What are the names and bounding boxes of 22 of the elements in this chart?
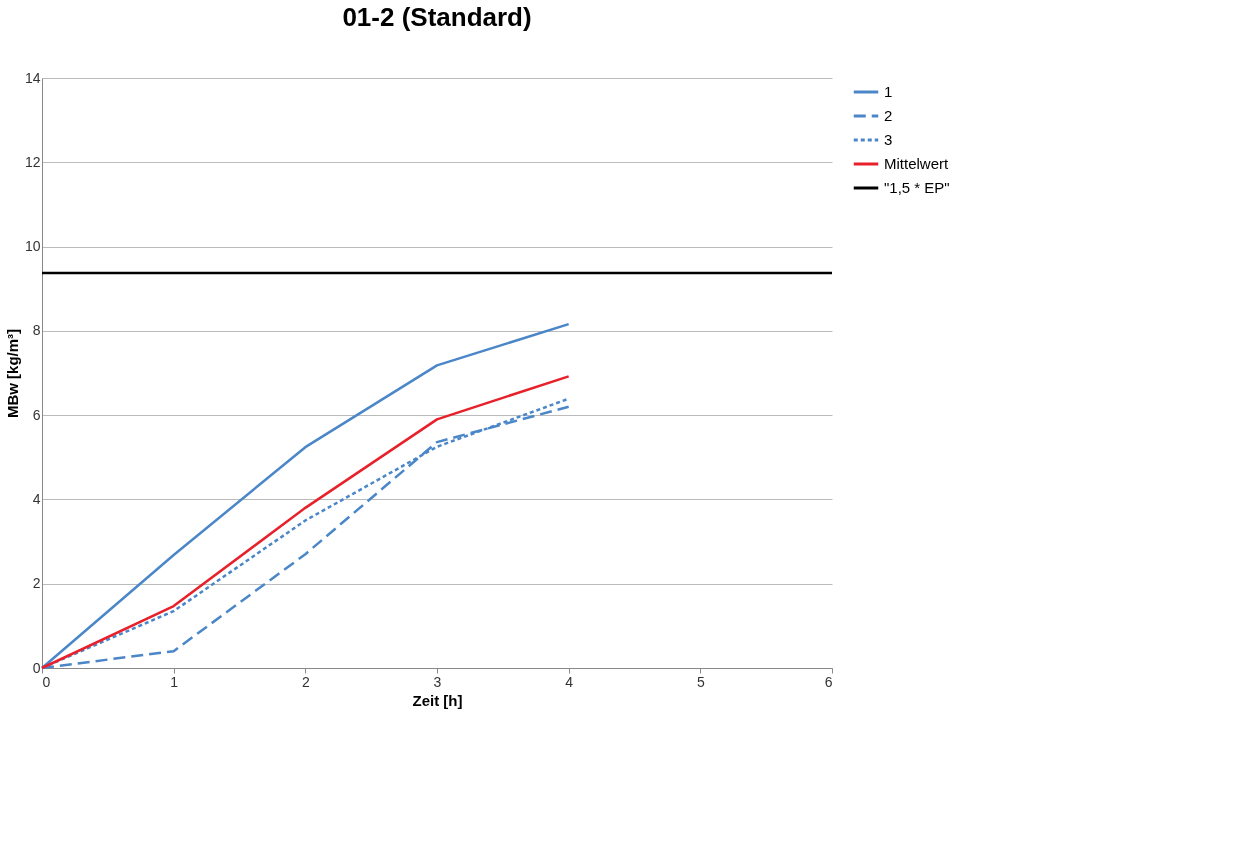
- y-tick-label: 14: [24, 69, 41, 86]
- y-tick-label: 0: [32, 659, 41, 676]
- y-tick-label: 12: [24, 153, 41, 170]
- legend-label: 3: [884, 131, 893, 148]
- x-tick-label: 1: [170, 673, 179, 690]
- x-axis-title: Zeit [h]: [412, 691, 463, 709]
- legend-label: Mittelwert: [884, 155, 950, 172]
- y-tick-label: 2: [32, 575, 41, 592]
- chart-title: 01-2 (Standard): [342, 2, 532, 32]
- y-tick-label: 6: [32, 406, 41, 423]
- x-tick-label: 4: [565, 673, 574, 690]
- legend-label: 1: [884, 83, 893, 100]
- x-tick-label: 5: [696, 673, 705, 690]
- x-tick-label: 2: [301, 673, 310, 690]
- y-tick-label: 10: [24, 238, 41, 255]
- y-tick-label: 8: [32, 322, 41, 339]
- y-tick-label: 4: [32, 490, 41, 507]
- y-axis-title: MBw [kg/m³]: [3, 328, 21, 419]
- x-tick-label: 3: [433, 673, 442, 690]
- legend-label: 2: [884, 107, 893, 124]
- legend-label: "1,5 * EP": [884, 179, 950, 196]
- x-tick-label: 6: [824, 673, 833, 690]
